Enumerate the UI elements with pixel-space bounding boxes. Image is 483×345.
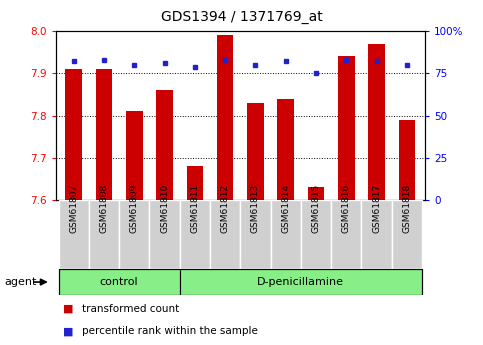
Bar (398, 120, 415, 200)
Text: GSM61817: GSM61817 (372, 184, 381, 233)
Bar (156, 90, 173, 200)
Bar (58, 269, 180, 295)
Text: GDS1394 / 1371769_at: GDS1394 / 1371769_at (161, 10, 322, 24)
Bar (149, 200, 180, 269)
Text: GSM61807: GSM61807 (69, 184, 78, 233)
Bar (368, 44, 385, 200)
Text: GSM61810: GSM61810 (160, 184, 169, 233)
Bar (65, 69, 82, 200)
Bar (180, 200, 210, 269)
Text: D-penicillamine: D-penicillamine (257, 277, 344, 287)
Text: GSM61813: GSM61813 (251, 184, 260, 233)
Bar (331, 200, 361, 269)
Bar (308, 187, 325, 200)
Bar (392, 200, 422, 269)
Bar (89, 200, 119, 269)
Text: ■: ■ (63, 304, 73, 314)
Text: GSM61812: GSM61812 (221, 184, 229, 233)
Text: transformed count: transformed count (82, 304, 179, 314)
Text: GSM61808: GSM61808 (99, 184, 109, 233)
Text: GSM61818: GSM61818 (402, 184, 412, 233)
Text: GSM61815: GSM61815 (312, 184, 321, 233)
Bar (210, 200, 241, 269)
Text: control: control (100, 277, 139, 287)
Bar (338, 56, 355, 200)
Bar (247, 103, 264, 200)
Text: percentile rank within the sample: percentile rank within the sample (82, 326, 258, 336)
Text: GSM61809: GSM61809 (130, 184, 139, 233)
Bar (301, 200, 331, 269)
Bar (96, 69, 113, 200)
Bar (186, 166, 203, 200)
Text: GSM61816: GSM61816 (342, 184, 351, 233)
Bar (277, 99, 294, 200)
Bar (58, 200, 89, 269)
Bar (270, 200, 301, 269)
Bar (361, 200, 392, 269)
Text: agent: agent (5, 277, 37, 287)
Bar (241, 200, 270, 269)
Bar (126, 111, 142, 200)
Text: GSM61811: GSM61811 (190, 184, 199, 233)
Bar (180, 269, 422, 295)
Text: ■: ■ (63, 326, 73, 336)
Text: GSM61814: GSM61814 (281, 184, 290, 233)
Bar (119, 200, 149, 269)
Bar (217, 35, 233, 200)
